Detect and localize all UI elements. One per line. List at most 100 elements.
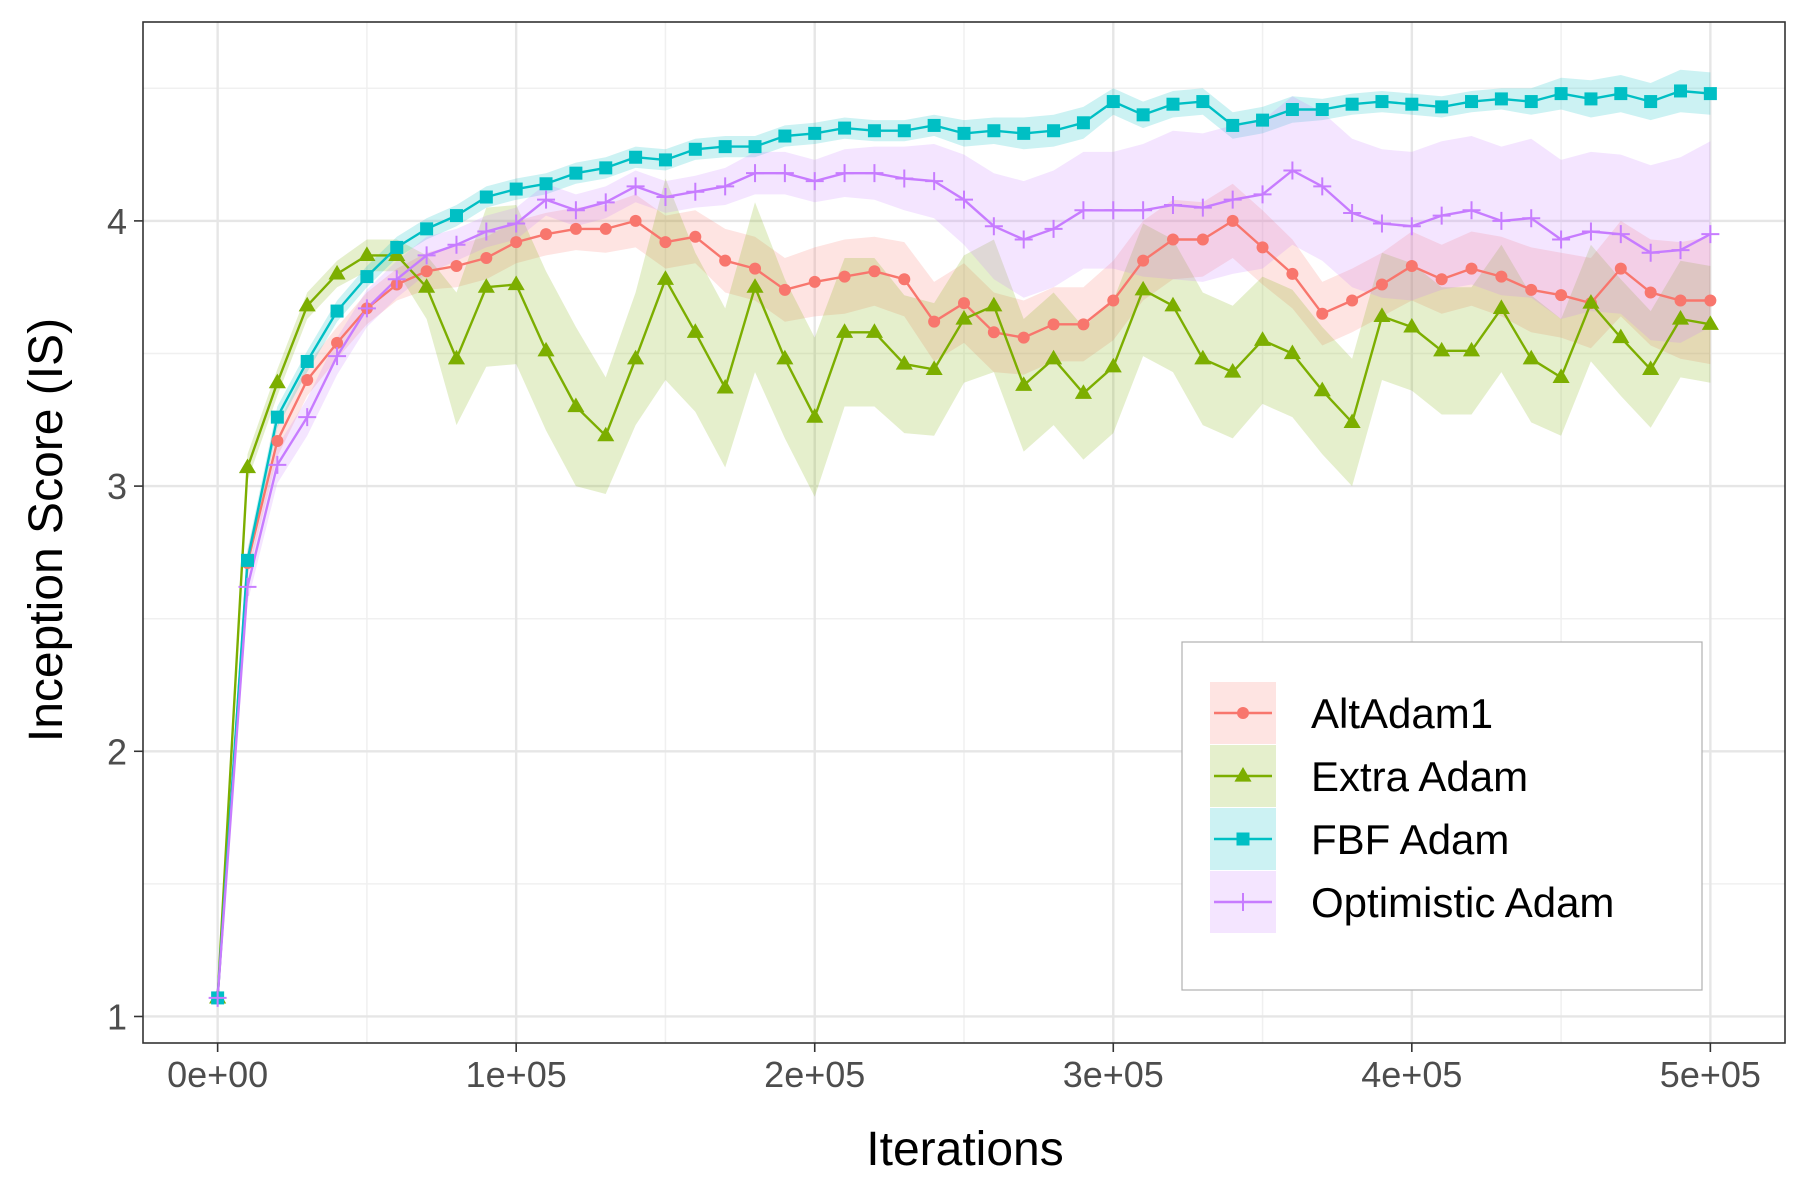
data-point-fbf-adam [300,354,314,368]
data-point-extra-adam [686,323,704,338]
data-point-optimistic-adam [895,169,914,188]
data-point-extra-adam [627,349,645,365]
y-tick-label: 3 [107,466,127,507]
data-point-altadam1 [1166,233,1179,246]
data-point-fbf-adam [1285,103,1299,117]
data-point-fbf-adam [1256,113,1270,127]
data-point-altadam1 [450,259,463,272]
data-point-fbf-adam [629,150,643,164]
data-point-altadam1 [659,236,672,249]
data-point-altadam1 [1316,307,1329,320]
legend-label: AltAdam1 [1311,690,1493,737]
data-point-extra-adam [776,349,794,365]
data-point-extra-adam [1045,349,1063,365]
data-point-extra-adam [1403,317,1421,333]
data-point-extra-adam [895,355,913,370]
data-point-extra-adam [507,275,525,291]
data-point-optimistic-adam [1163,195,1182,214]
data-point-fbf-adam [897,124,911,138]
data-point-fbf-adam [1674,84,1688,98]
data-point-extra-adam [955,310,973,325]
data-point-fbf-adam [1226,118,1240,132]
data-point-optimistic-adam [626,177,645,196]
data-point-optimistic-adam [656,188,675,207]
data-point-fbf-adam [240,553,254,567]
data-point-altadam1 [1196,233,1209,246]
data-point-optimistic-adam [1253,185,1272,204]
data-point-altadam1 [1614,262,1627,275]
data-point-altadam1 [1674,294,1687,307]
y-tick-labels: 1 2 3 4 [107,201,127,1038]
band-optimistic-adam [217,96,1711,1006]
data-point-extra-adam [1194,349,1212,365]
data-point-optimistic-adam [268,455,287,474]
data-point-fbf-adam [539,177,553,191]
data-point-optimistic-adam [1522,209,1541,228]
data-point-extra-adam [985,296,1003,312]
data-point-optimistic-adam [447,235,466,254]
y-axis-label: Inception Score (IS) [20,318,73,742]
data-point-optimistic-adam [357,299,376,318]
data-point-extra-adam [716,378,734,394]
data-point-extra-adam [1104,357,1122,373]
data-point-optimistic-adam [955,190,973,209]
data-point-altadam1 [271,435,284,448]
data-point-fbf-adam [778,129,792,143]
data-point-extra-adam [1492,299,1510,314]
data-point-altadam1 [1644,286,1657,299]
data-point-extra-adam [1582,294,1600,309]
data-point-optimistic-adam [1044,219,1063,238]
legend: AltAdam1 Extra Adam FBF Adam Optimistic Ada… [1181,641,1703,991]
data-point-fbf-adam [390,240,404,254]
data-point-fbf-adam [1614,87,1628,101]
data-point-altadam1 [1495,270,1508,283]
data-point-extra-adam [1642,360,1660,375]
data-point-optimistic-adam [1432,206,1451,225]
data-point-optimistic-adam [387,270,406,289]
data-point-optimistic-adam [1641,243,1660,262]
x-tick-label: 4e+05 [1361,1054,1462,1095]
series-markers [208,84,1720,1007]
data-point-fbf-adam [569,166,583,180]
data-point-altadam1 [1017,331,1030,344]
data-point-extra-adam [447,349,466,365]
data-point-altadam1 [1137,254,1150,267]
data-point-fbf-adam [718,140,732,154]
data-point-altadam1 [301,374,314,387]
data-point-fbf-adam [599,161,613,175]
legend-marker [1234,767,1252,782]
band-altadam1 [217,183,1711,1006]
data-point-altadam1 [1375,278,1388,291]
data-point-extra-adam [1224,363,1242,378]
data-point-altadam1 [1256,241,1269,254]
data-point-extra-adam [328,264,346,280]
data-point-extra-adam [1074,384,1092,399]
data-point-fbf-adam [1136,108,1150,122]
data-point-altadam1 [1047,318,1060,331]
data-point-altadam1 [958,297,970,310]
data-point-optimistic-adam [477,222,496,241]
data-point-fbf-adam [927,118,941,132]
data-point-altadam1 [1346,294,1359,307]
legend-item-fbf-adam: FBF Adam [1210,808,1509,870]
data-point-altadam1 [719,254,732,267]
data-point-optimistic-adam [1343,203,1362,222]
data-point-extra-adam [1134,280,1152,296]
data-point-optimistic-adam [984,217,1003,236]
data-point-optimistic-adam [1552,230,1571,249]
data-point-extra-adam [537,341,555,357]
data-point-optimistic-adam [1223,190,1242,209]
data-point-extra-adam [656,270,675,285]
data-point-extra-adam [1373,307,1391,322]
data-point-altadam1 [808,275,821,288]
data-point-optimistic-adam [925,172,944,191]
x-tick-label: 2e+05 [764,1054,865,1095]
data-point-altadam1 [629,214,642,227]
data-point-extra-adam [925,360,943,375]
data-point-altadam1 [569,222,582,235]
data-point-optimistic-adam [775,164,794,183]
data-point-optimistic-adam [835,164,854,183]
data-point-altadam1 [540,228,553,241]
data-point-extra-adam [477,278,495,293]
data-point-fbf-adam [1166,97,1180,111]
